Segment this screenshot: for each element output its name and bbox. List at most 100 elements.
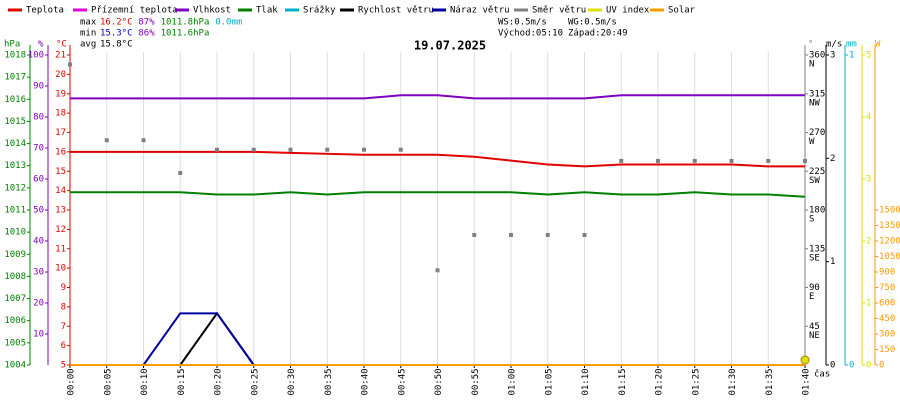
y-tick-label: 20	[33, 299, 44, 309]
direction-point	[141, 138, 146, 143]
compass-label: SW	[809, 176, 820, 186]
direction-point	[251, 147, 256, 152]
y-tick-label: 90	[33, 82, 44, 92]
wind-info: WS:0.5m/s	[498, 18, 547, 28]
y-tick-label: 315	[809, 89, 825, 99]
y-tick-label: 1011	[4, 206, 26, 216]
y-tick-label: 45	[809, 322, 820, 332]
stat-value: 87%	[138, 18, 155, 28]
legend-label: Srážky	[303, 6, 336, 16]
compass-label: E	[809, 292, 814, 302]
y-tick-label: 1	[866, 299, 871, 309]
wind-info: WG:0.5m/s	[568, 18, 617, 28]
y-tick-label: 135	[809, 244, 825, 254]
y-tick-label: 80	[33, 113, 44, 123]
direction-point	[398, 147, 403, 152]
direction-point	[619, 158, 624, 163]
y-tick-label: 1009	[4, 250, 26, 260]
y-tick-label: 1500	[879, 206, 900, 216]
y-axis-label: hPa	[4, 40, 20, 50]
direction-point	[545, 232, 550, 237]
y-tick-label: 100	[28, 51, 44, 61]
y-tick-label: 360	[809, 51, 825, 61]
y-tick-label: 60	[33, 175, 44, 185]
y-tick-label: 1010	[4, 228, 26, 238]
y-tick-label: 10	[33, 330, 44, 340]
x-tick-label: 00:35	[324, 368, 334, 395]
legend-label: Solar	[668, 6, 696, 16]
stat-value: 15.8°C	[100, 40, 133, 50]
y-tick-label: 20	[55, 70, 66, 80]
y-tick-label: 1018	[4, 51, 26, 61]
y-tick-label: 16	[55, 147, 66, 157]
stat-label: max	[80, 18, 97, 28]
direction-point	[68, 62, 72, 67]
y-tick-label: 300	[879, 330, 895, 340]
y-tick-label: 9	[61, 283, 66, 293]
y-tick-label: 450	[879, 314, 895, 324]
y-tick-label: 1013	[4, 161, 26, 171]
direction-point	[509, 232, 513, 237]
direction-point	[288, 147, 293, 152]
direction-point	[472, 232, 477, 237]
x-tick-label: 01:10	[581, 368, 591, 395]
stat-label: avg	[80, 40, 96, 50]
y-tick-label: 0	[879, 361, 884, 371]
direction-point	[656, 158, 660, 163]
x-tick-label: 00:00	[67, 368, 77, 395]
y-tick-label: 21	[55, 51, 66, 61]
y-tick-label: 5	[61, 361, 66, 371]
legend-label: Tlak	[256, 6, 278, 16]
legend-label: Směr větru	[532, 6, 586, 16]
y-tick-label: 1005	[4, 338, 26, 348]
y-tick-label: 90	[809, 283, 820, 293]
x-tick-label: 01:25	[691, 368, 701, 395]
stat-label: min	[80, 29, 96, 39]
y-axis-label: W	[875, 40, 881, 50]
y-tick-label: 14	[55, 186, 66, 196]
y-tick-label: 15	[55, 167, 66, 177]
y-tick-label: 1014	[4, 139, 26, 149]
y-tick-label: 1200	[879, 237, 900, 247]
end-marker	[800, 355, 810, 365]
y-tick-label: 50	[33, 206, 44, 216]
chart-title: 19.07.2025	[414, 39, 486, 53]
y-tick-label: 7	[61, 322, 66, 332]
legend-label: Náraz větru	[450, 6, 510, 16]
sun-info: Východ:05:10	[498, 29, 563, 39]
direction-point	[435, 268, 440, 273]
x-tick-label: 00:55	[471, 368, 481, 395]
y-tick-label: 900	[879, 268, 895, 278]
y-tick-label: 2	[830, 154, 835, 164]
x-tick-label: 00:25	[250, 368, 260, 395]
y-tick-label: 1016	[4, 95, 26, 105]
y-tick-label: 70	[33, 144, 44, 154]
x-tick-label: 00:45	[397, 368, 407, 395]
y-axis-label: °C	[56, 40, 67, 50]
x-tick-label: 01:00	[508, 368, 518, 395]
series-line	[70, 191, 806, 198]
y-tick-label: 180	[809, 206, 825, 216]
y-tick-label: 13	[55, 206, 66, 216]
x-tick-label: 01:20	[655, 368, 665, 395]
y-tick-label: 6	[61, 341, 66, 351]
y-tick-label: 18	[55, 109, 66, 119]
y-tick-label: 1012	[4, 183, 26, 193]
stat-value: 0.0mm	[215, 18, 242, 28]
compass-label: W	[809, 137, 815, 147]
x-tick-label: 01:35	[765, 368, 775, 395]
y-tick-label: 2	[866, 237, 871, 247]
direction-point	[729, 158, 734, 163]
x-tick-label: 00:40	[361, 368, 371, 395]
compass-label: NE	[809, 331, 820, 341]
y-tick-label: 1050	[879, 252, 900, 262]
y-tick-label: 1007	[4, 294, 26, 304]
y-tick-label: 12	[55, 225, 66, 235]
y-tick-label: 8	[61, 302, 66, 312]
direction-point	[582, 232, 587, 237]
legend-label: UV index	[606, 6, 650, 16]
y-tick-label: 40	[33, 237, 44, 247]
direction-point	[692, 158, 697, 163]
